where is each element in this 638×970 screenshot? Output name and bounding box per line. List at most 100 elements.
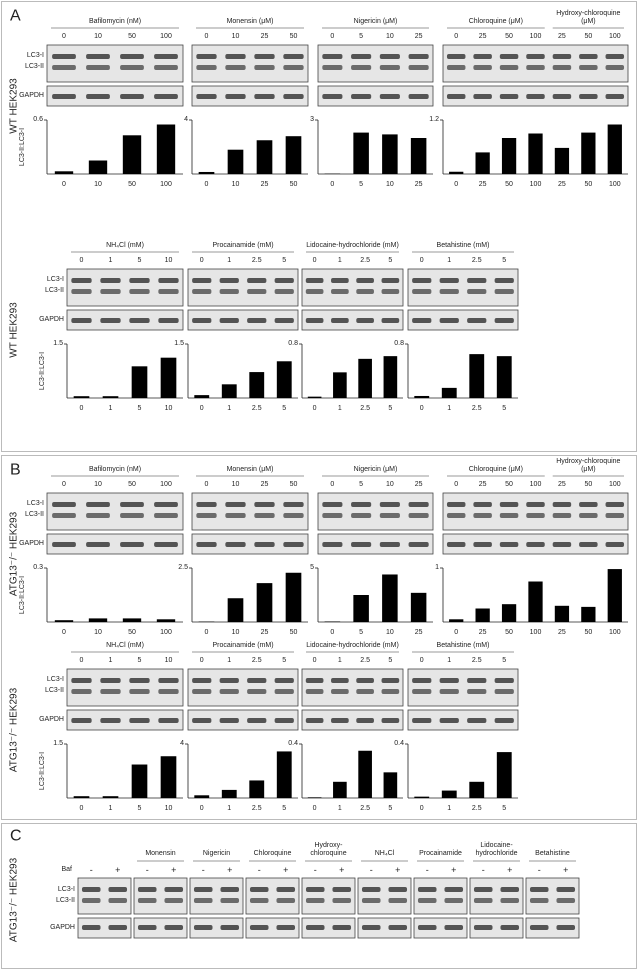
bar (54, 620, 74, 622)
blot (407, 268, 519, 307)
x-tick-label: 0 (204, 181, 209, 188)
x-tick-label: 0 (79, 805, 84, 812)
blot-label: LC3-II (24, 511, 44, 518)
bar (249, 372, 265, 398)
x-tick-label: 1 (227, 405, 232, 412)
blot-band (446, 502, 466, 507)
blot-band (351, 502, 372, 507)
blot-band (552, 542, 572, 547)
blot-band (388, 898, 408, 903)
blot (187, 709, 299, 731)
treatment-title: Nigericin (μM) (353, 466, 398, 473)
lane-label: + (451, 865, 457, 875)
blot-band (446, 65, 466, 70)
x-tick-label: 10 (164, 805, 173, 812)
blot-band (412, 689, 432, 694)
bar (227, 598, 244, 622)
y-tick-label: 1 (435, 564, 439, 571)
bar (88, 160, 108, 174)
panel-letter: A (10, 7, 21, 25)
bar (441, 790, 457, 798)
blot-label: GAPDH (39, 316, 64, 323)
blot-band (331, 678, 349, 683)
blot-band (579, 513, 598, 518)
lane-label: 25 (558, 481, 566, 488)
bar (324, 621, 341, 622)
blot-band (332, 898, 352, 903)
blot-band (467, 689, 487, 694)
blot-band (388, 925, 408, 930)
bar (102, 396, 119, 398)
blot-label: GAPDH (19, 92, 44, 99)
blot-band (305, 289, 324, 294)
lane-label: 2.5 (251, 257, 262, 264)
blot-band (219, 318, 239, 323)
lane-label: 0 (454, 481, 459, 488)
blot-band (439, 318, 459, 323)
lane-label: + (283, 865, 289, 875)
blot-band (154, 94, 178, 99)
blot-band (129, 689, 150, 694)
blot-band (379, 65, 400, 70)
x-tick-label: 50 (505, 629, 513, 636)
blot-band (379, 513, 400, 518)
blot-band (331, 718, 349, 723)
lane-label: 0 (330, 481, 335, 488)
treatment-title: Nigericin (202, 850, 231, 857)
treatment-title: Betahistine (535, 850, 570, 857)
blot (469, 877, 524, 915)
bar (122, 135, 142, 174)
blot-band (552, 54, 572, 59)
blot-band (473, 542, 492, 547)
blot-band (499, 542, 519, 547)
blot-band (494, 689, 514, 694)
blot-band (351, 54, 372, 59)
blot-band (473, 887, 493, 892)
x-tick-label: 5 (502, 805, 507, 812)
lane-label: 0 (199, 657, 204, 664)
x-tick-label: 10 (94, 629, 102, 636)
lane-label: 10 (385, 481, 394, 488)
blot-band (499, 54, 519, 59)
x-tick-label: 0 (199, 805, 204, 812)
blot-band (225, 54, 246, 59)
x-tick-label: 2.5 (360, 805, 370, 812)
blot-band (158, 318, 179, 323)
blot (187, 309, 299, 331)
blot-band (526, 542, 545, 547)
blot-band (254, 65, 275, 70)
blot-band (305, 718, 324, 723)
treatment-title: Betahistine (mM) (436, 642, 490, 649)
x-tick-label: 5 (282, 405, 287, 412)
blot-band (274, 289, 294, 294)
blot-band (351, 542, 372, 547)
bar (333, 372, 347, 398)
blot (77, 917, 132, 939)
x-tick-label: 5 (359, 181, 364, 188)
x-tick-label: 100 (529, 181, 542, 188)
blot-band (408, 542, 429, 547)
x-tick-label: 50 (584, 181, 593, 188)
blot-band (381, 278, 400, 283)
bar (607, 124, 622, 174)
blot-band (81, 887, 101, 892)
blot (133, 877, 188, 915)
x-tick-label: 0 (330, 181, 335, 188)
x-tick-label: 5 (137, 805, 142, 812)
lane-label: 50 (128, 481, 136, 488)
lane-label: 25 (478, 481, 487, 488)
treatment-title: Lidocaine-hydrochloride (mM) (306, 642, 399, 649)
bar (276, 361, 292, 398)
blot (46, 492, 184, 531)
blot-band (408, 94, 429, 99)
lane-label: 5 (502, 257, 507, 264)
y-axis-label: LC3-II:LC3-I (19, 127, 26, 167)
x-tick-label: 25 (260, 181, 269, 188)
blot-band (219, 689, 239, 694)
bar (276, 751, 292, 798)
blot-band (219, 278, 239, 283)
blot-band (351, 65, 372, 70)
lane-label: 10 (94, 33, 102, 40)
blot-band (52, 54, 76, 59)
lane-label: 0 (330, 33, 335, 40)
